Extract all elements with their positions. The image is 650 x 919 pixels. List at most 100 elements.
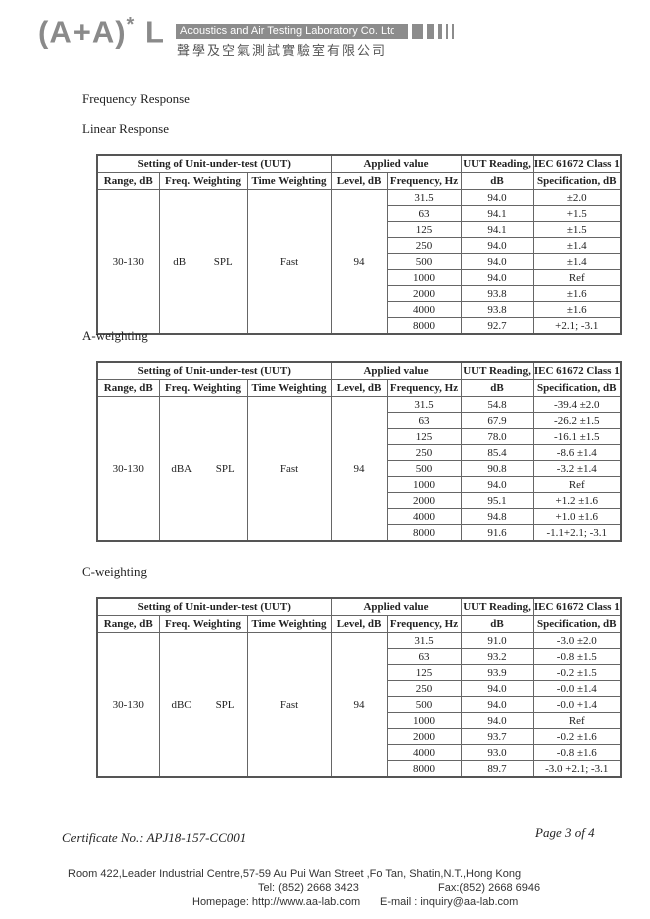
frequency-cell: 4000 <box>386 508 462 525</box>
specification-cell: ±1.4 <box>532 237 622 254</box>
specification-cell: Ref <box>532 269 622 286</box>
uut-reading-cell: 94.1 <box>460 205 534 222</box>
uut-reading-cell: 94.8 <box>460 508 534 525</box>
frequency-cell: 250 <box>386 444 462 461</box>
table-row: 250 94.0 ±1.4 <box>97 237 622 254</box>
specification-cell: -1.1+2.1; -3.1 <box>532 524 622 542</box>
uut-reading-cell: 95.1 <box>460 492 534 509</box>
time-weighting-cell: Fast <box>246 396 332 542</box>
setting-header: Setting of Unit-under-test (UUT) <box>96 361 332 380</box>
setting-header: Setting of Unit-under-test (UUT) <box>96 597 332 616</box>
uut-reading-cell: 94.0 <box>460 696 534 713</box>
applied-header: Applied value <box>330 361 462 380</box>
table-row: 8000 89.7 -3.0 +2.1; -3.1 <box>97 760 622 778</box>
company-name-zh: 聲學及空氣測試實驗室有限公司 <box>177 44 388 59</box>
weighting-type: SPL <box>215 698 235 711</box>
uut-reading-cell: 94.0 <box>460 476 534 493</box>
uut-reading-cell: 93.7 <box>460 728 534 745</box>
company-logo: (A+A)* L <box>38 14 165 50</box>
specification-cell: -3.0 +2.1; -3.1 <box>532 760 622 778</box>
table-row: 30-130 dB SPL Fast 94 31.5 94.0 ±2.0 <box>96 189 622 335</box>
footer-address: Room 422,Leader Industrial Centre,57-59 … <box>68 868 522 880</box>
freq-weighting-cell: dBA SPL <box>158 396 248 542</box>
range-header: Range, dB <box>96 172 160 190</box>
specification-cell: -0.8 ±1.5 <box>532 648 622 665</box>
uut-reading-cell: 93.8 <box>460 285 534 302</box>
frequency-cell: 500 <box>386 460 462 477</box>
table-row: 4000 93.0 -0.8 ±1.6 <box>97 744 622 761</box>
specification-cell: Ref <box>532 476 622 493</box>
uut-unit-header: dB <box>460 615 534 633</box>
frequency-cell: 500 <box>386 253 462 270</box>
uut-reading-cell: 78.0 <box>460 428 534 445</box>
freq-weighting-header: Freq. Weighting <box>158 615 248 633</box>
table-row: 1000 94.0 Ref <box>97 712 622 729</box>
table-row: 8000 92.7 +2.1; -3.1 <box>97 317 622 335</box>
uut-reading-cell: 54.8 <box>460 396 534 413</box>
frequency-cell: 31.5 <box>386 189 462 206</box>
uut-unit-header: dB <box>460 379 534 397</box>
freq-weighting-header: Freq. Weighting <box>158 379 248 397</box>
uut-reading-cell: 93.0 <box>460 744 534 761</box>
frequency-cell: 125 <box>386 428 462 445</box>
uut-reading-cell: 85.4 <box>460 444 534 461</box>
range-cell: 30-130 <box>96 396 160 542</box>
table-row: 4000 93.8 ±1.6 <box>97 301 622 318</box>
uut-reading-cell: 91.0 <box>460 632 534 649</box>
table-row: 63 94.1 +1.5 <box>97 205 622 222</box>
level-header: Level, dB <box>330 615 388 633</box>
frequency-cell: 2000 <box>386 285 462 302</box>
frequency-cell: 31.5 <box>386 632 462 649</box>
uut-reading-cell: 93.2 <box>460 648 534 665</box>
frequency-cell: 63 <box>386 648 462 665</box>
table-row: 2000 93.8 ±1.6 <box>97 285 622 302</box>
specification-cell: +2.1; -3.1 <box>532 317 622 335</box>
spec-header: IEC 61672 Class 1 <box>532 361 622 380</box>
uut-header: UUT Reading, <box>460 154 534 173</box>
footer-fax: Fax:(852) 2668 6946 <box>438 882 541 894</box>
section-title: Frequency Response <box>82 91 190 106</box>
frequency-cell: 63 <box>386 412 462 429</box>
uut-reading-cell: 94.0 <box>460 253 534 270</box>
uut-reading-cell: 93.8 <box>460 301 534 318</box>
specification-cell: -0.2 ±1.5 <box>532 664 622 681</box>
table-row: 8000 91.6 -1.1+2.1; -3.1 <box>97 524 622 542</box>
weighting-type: SPL <box>215 462 235 475</box>
range-header: Range, dB <box>96 615 160 633</box>
specification-cell: ±1.5 <box>532 221 622 238</box>
specification-cell: +1.0 ±1.6 <box>532 508 622 525</box>
specification-cell: -0.0 ±1.4 <box>532 680 622 697</box>
freq-weighting-header: Freq. Weighting <box>158 172 248 190</box>
subsection-label: C-weighting <box>82 564 147 579</box>
table-row: 2000 95.1 +1.2 ±1.6 <box>97 492 622 509</box>
specification-cell: ±1.6 <box>532 301 622 318</box>
footer-email: E-mail : inquiry@aa-lab.com <box>380 896 519 908</box>
subsection-label: Linear Response <box>82 121 170 136</box>
frequency-cell: 4000 <box>386 301 462 318</box>
table-row: 125 78.0 -16.1 ±1.5 <box>97 428 622 445</box>
uut-reading-cell: 94.0 <box>460 189 534 206</box>
uut-reading-cell: 94.1 <box>460 221 534 238</box>
frequency-cell: 31.5 <box>386 396 462 413</box>
time-weighting-header: Time Weighting <box>246 615 332 633</box>
level-cell: 94 <box>330 396 388 542</box>
frequency-header: Frequency, Hz <box>386 172 462 190</box>
specification-cell: -0.2 ±1.6 <box>532 728 622 745</box>
spec-header: IEC 61672 Class 1 <box>532 597 622 616</box>
level-header: Level, dB <box>330 172 388 190</box>
certificate-number: Certificate No.: APJ18-157-CC001 <box>62 830 247 845</box>
uut-reading-cell: 91.6 <box>460 524 534 542</box>
specification-cell: -3.2 ±1.4 <box>532 460 622 477</box>
weighting-value: dB <box>173 255 187 268</box>
uut-reading-cell: 67.9 <box>460 412 534 429</box>
uut-reading-cell: 94.0 <box>460 237 534 254</box>
frequency-cell: 8000 <box>386 524 462 542</box>
time-weighting-header: Time Weighting <box>246 379 332 397</box>
level-header: Level, dB <box>330 379 388 397</box>
frequency-cell: 250 <box>386 237 462 254</box>
setting-header: Setting of Unit-under-test (UUT) <box>96 154 332 173</box>
time-weighting-cell: Fast <box>246 189 332 335</box>
spec-unit-header: Specification, dB <box>532 615 622 633</box>
specification-cell: -0.0 +1.4 <box>532 696 622 713</box>
